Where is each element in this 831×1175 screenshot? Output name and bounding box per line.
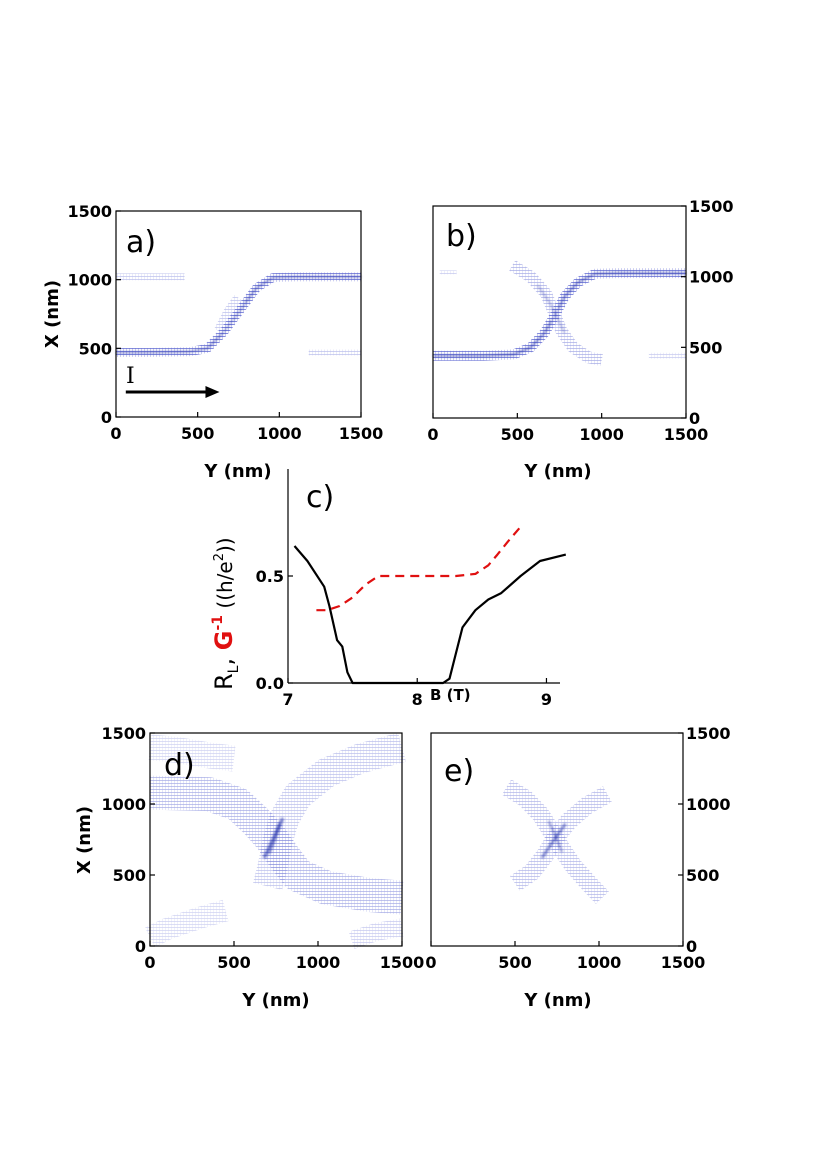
y-tick-label: 0.5 <box>256 567 284 586</box>
y-tick-label: 500 <box>79 339 112 358</box>
panel-b-xlabel: Y (nm) <box>523 461 591 482</box>
x-tick-label: 1000 <box>296 953 341 972</box>
panel-c-plot: 7 8 9 0.0 0.5 c) B (T) RL, G-1 ((h/e2)) <box>210 469 567 709</box>
y-tick-label: 1500 <box>686 724 731 743</box>
y-tick-label: 1000 <box>689 268 734 287</box>
crossing-core <box>268 823 281 855</box>
x-tick-label: 1500 <box>664 425 709 444</box>
x-tick-label: 1500 <box>380 953 425 972</box>
x-tick-label: 0 <box>425 953 436 972</box>
y-tick-label: 1500 <box>101 724 146 743</box>
panel-b-frame <box>432 205 687 419</box>
ylabel-g-sup: -1 <box>210 615 226 631</box>
panel-d-label: d) <box>164 748 195 783</box>
ylabel-units-end: )) <box>213 537 237 553</box>
panel-e-current-map <box>501 779 612 904</box>
faint-bottom-right-band <box>348 918 404 949</box>
ylabel-r: R <box>210 673 238 690</box>
faint-top-left-band <box>148 734 236 772</box>
panel-c-xlabel: B (T) <box>430 686 471 704</box>
x-tick-label: 0 <box>427 425 438 444</box>
panel-c-ylabel: RL, G-1 ((h/e2)) <box>210 537 242 690</box>
edge-channel-band <box>116 272 361 357</box>
panel-e-label: e) <box>444 754 474 789</box>
panel-d-ylabel: X (nm) <box>74 806 95 874</box>
panel-c-series <box>293 526 567 685</box>
x-tick-label: 8 <box>412 690 423 709</box>
panel-c-label: c) <box>306 480 334 515</box>
x-tick-label: 500 <box>501 425 534 444</box>
panel-b-current-map <box>433 260 686 366</box>
panel-d-xlabel: Y (nm) <box>241 990 309 1011</box>
ylabel-units-sup: 2 <box>212 553 227 561</box>
panel-a-ylabel: X (nm) <box>42 280 63 348</box>
x-tick-label: 9 <box>541 690 552 709</box>
panel-e-xlabel: Y (nm) <box>523 990 591 1011</box>
y-tick-label: 0.0 <box>256 674 284 693</box>
x-tick-label: 1500 <box>661 953 706 972</box>
panel-d-current-map <box>145 732 406 949</box>
y-tick-label: 1500 <box>67 202 112 221</box>
faint-bottom-left-band <box>145 899 229 948</box>
panel-a-frame <box>115 210 362 418</box>
x-tick-label: 7 <box>282 690 293 709</box>
x-tick-label: 0 <box>110 424 121 443</box>
broad-channel-band <box>253 732 406 891</box>
panel-a-label: a) <box>126 225 156 260</box>
panel-d-map: 0 500 1000 1500 0 500 1000 1500 d) Y (nm) X (nm… <box>74 724 424 1011</box>
panel-a-map: 0 500 1000 1500 0 500 1000 1500 a) Y (nm) X (nm… <box>42 202 383 482</box>
y-tick-label: 0 <box>686 937 697 956</box>
panel-a-ticks: 0 500 1000 1500 0 500 1000 1500 <box>67 202 383 443</box>
ylabel-sep: , <box>210 650 238 665</box>
y-tick-label: 500 <box>689 338 722 357</box>
x-tick-label: 1000 <box>577 953 622 972</box>
y-tick-label: 500 <box>113 866 146 885</box>
current-arrow <box>125 386 220 398</box>
y-tick-label: 0 <box>101 408 112 427</box>
y-tick-label: 500 <box>686 866 719 885</box>
x-tick-label: 1000 <box>579 425 624 444</box>
y-tick-label: 0 <box>689 409 700 428</box>
crossing-core <box>262 817 285 859</box>
resistance-line <box>293 545 567 685</box>
crossing-core <box>540 823 567 859</box>
x-tick-label: 1000 <box>257 424 302 443</box>
x-tick-label: 500 <box>217 953 250 972</box>
crossing-band <box>509 260 603 366</box>
conductance-line <box>316 526 522 612</box>
ylabel-r-sub: L <box>226 665 242 673</box>
x-tick-label: 1500 <box>339 424 384 443</box>
faint-cross-band <box>214 294 246 336</box>
ylabel-g: G <box>210 631 238 651</box>
x-tick-label: 0 <box>144 953 155 972</box>
panel-a-current-map <box>116 272 361 357</box>
x-tick-label: 500 <box>498 953 531 972</box>
ylabel-units: ((h/e <box>213 561 237 615</box>
y-tick-label: 1000 <box>101 795 146 814</box>
y-tick-label: 0 <box>135 937 146 956</box>
arrow-head <box>205 386 220 398</box>
panel-a-xlabel: Y (nm) <box>203 461 271 482</box>
y-tick-label: 1500 <box>689 197 734 216</box>
current-label: I <box>126 364 135 389</box>
x-tick-label: 500 <box>181 424 214 443</box>
panel-b-label: b) <box>446 219 477 254</box>
crossing-core <box>547 820 563 853</box>
panel-c-ticks: 7 8 9 0.0 0.5 <box>256 567 552 709</box>
y-tick-label: 1000 <box>67 271 112 290</box>
crossing-core <box>536 284 566 334</box>
panel-d-frame <box>149 732 403 947</box>
y-tick-label: 1000 <box>686 795 731 814</box>
panel-d-ticks: 0 500 1000 1500 0 500 1000 1500 <box>101 724 424 972</box>
panel-e-frame <box>430 732 684 947</box>
